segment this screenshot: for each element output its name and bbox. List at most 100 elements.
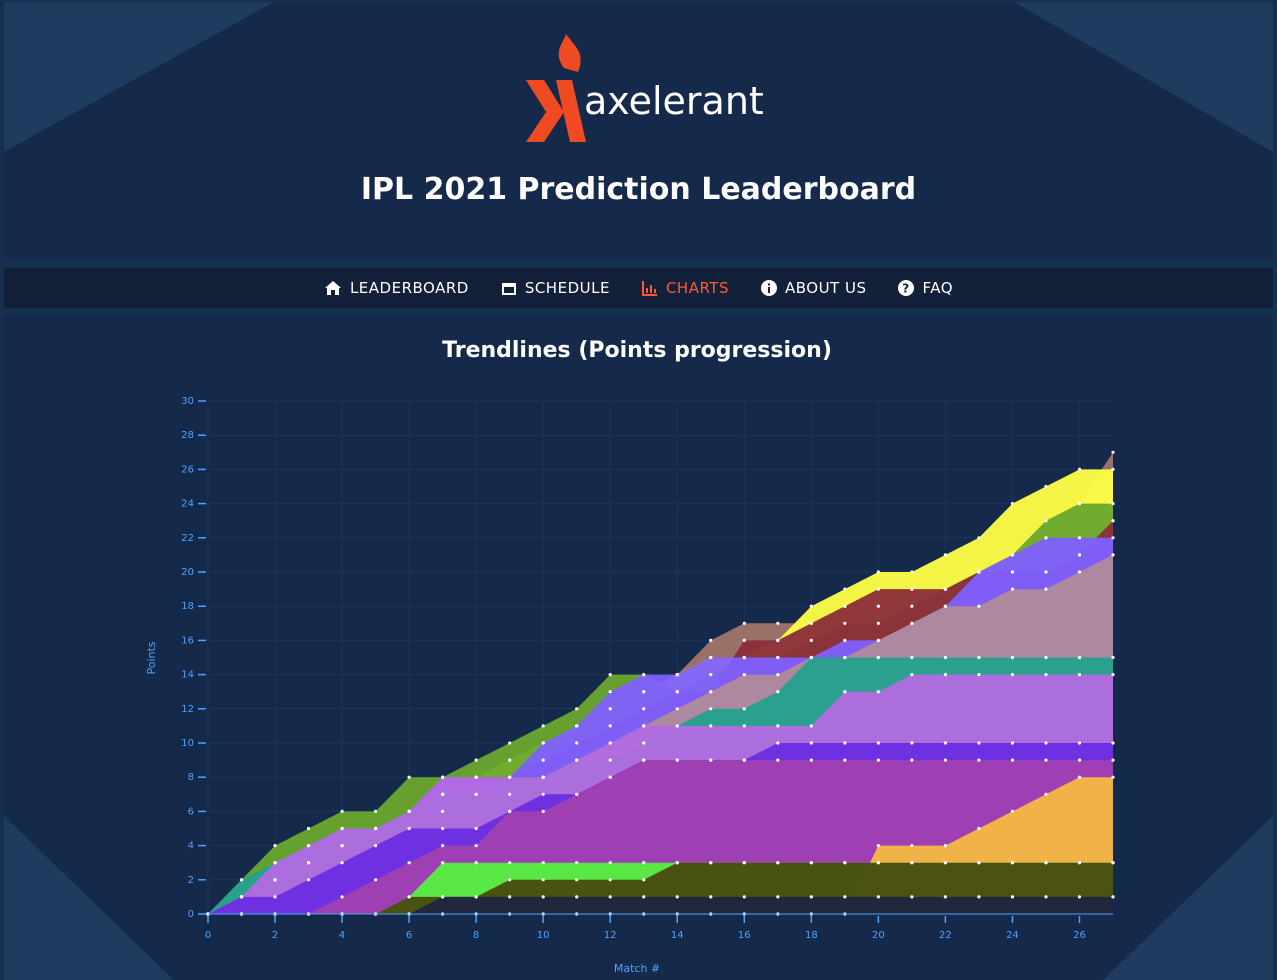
y-tick-label: 2 [188,875,194,886]
data-point [1010,758,1015,762]
data-point [977,570,981,574]
data-point [910,844,914,848]
data-point [373,844,378,848]
data-point [776,861,780,865]
data-point [642,741,646,745]
chart: Trendlines (Points progression) Match # … [4,338,1273,980]
data-point [608,758,612,762]
data-point [575,861,579,865]
data-point [642,673,646,677]
data-point [407,775,411,779]
data-point [608,878,612,882]
data-point [1010,655,1015,660]
data-point [910,895,914,899]
data-point [441,861,445,865]
data-point [608,724,612,728]
data-point [977,895,981,899]
data-point [1111,758,1115,762]
x-tick-label: 12 [604,930,617,941]
data-point [642,707,646,711]
nav-item[interactable]: LEADERBOARD [324,279,469,297]
data-point [1077,741,1082,745]
data-point [809,758,813,762]
data-point [776,621,780,625]
data-point [373,878,378,882]
data-point [876,604,880,608]
data-point [1010,502,1015,506]
data-point [1077,655,1082,660]
x-tick-label: 26 [1073,930,1086,941]
data-point [776,673,780,677]
x-tick-label: 2 [272,930,278,941]
data-point [709,861,713,865]
data-point [273,895,277,899]
data-point [943,861,948,865]
data-point [642,690,646,694]
header-bg: axelerant [4,2,1273,152]
logo[interactable]: axelerant [526,34,764,142]
y-tick-label: 10 [181,738,194,749]
data-point [642,724,646,728]
x-axis-label: Match # [614,962,660,975]
data-point [541,758,545,762]
y-tick-label: 14 [181,670,194,681]
nav-item[interactable]: ? FAQ [898,279,953,297]
data-point [843,638,847,642]
data-point [508,741,512,745]
data-point [1111,536,1115,540]
data-point [709,673,713,677]
data-point [1111,741,1115,745]
data-point [776,895,780,899]
data-point [306,878,311,882]
y-tick-label: 8 [188,772,194,783]
data-point [474,861,478,865]
data-point [373,809,378,813]
data-point [809,655,813,660]
x-tick-label: 18 [805,930,818,941]
x-tick-label: 20 [872,930,885,941]
x-tick-label: 10 [537,930,550,941]
data-point [742,724,746,728]
data-point [340,809,344,813]
nav-label: SCHEDULE [524,279,610,297]
data-point [340,861,344,865]
data-point [1044,536,1048,540]
data-point [541,861,545,865]
data-point [508,775,512,779]
data-point [843,758,847,762]
data-point [876,587,880,591]
x-tick-label: 22 [939,930,952,941]
data-point [910,741,914,745]
data-point [675,707,679,711]
x-tick-label: 4 [339,930,345,941]
data-point [843,895,847,899]
data-point [1044,758,1048,762]
data-point [709,758,713,762]
data-point [675,758,679,762]
data-point [608,707,612,711]
nav-item[interactable]: CHARTS [641,279,729,297]
x-tick-label: 16 [738,930,751,941]
data-point [608,690,612,694]
data-point [441,844,445,848]
data-point [876,758,880,762]
data-point [1077,895,1082,899]
nav-label: FAQ [922,279,954,297]
y-tick-label: 0 [188,909,194,920]
data-point [876,655,880,660]
data-point [809,724,813,728]
data-point [709,638,713,642]
data-point [642,895,646,899]
nav-item[interactable]: SCHEDULE [501,279,610,297]
data-point [1010,587,1015,591]
data-point [675,724,679,728]
data-point [709,724,713,728]
nav-item[interactable]: ABOUT US [760,279,867,297]
y-tick-label: 4 [188,841,194,852]
data-point [407,809,411,813]
data-point [1077,775,1082,779]
data-point [441,895,445,899]
data-point [474,844,478,848]
data-point [608,673,612,677]
data-point [910,655,914,660]
